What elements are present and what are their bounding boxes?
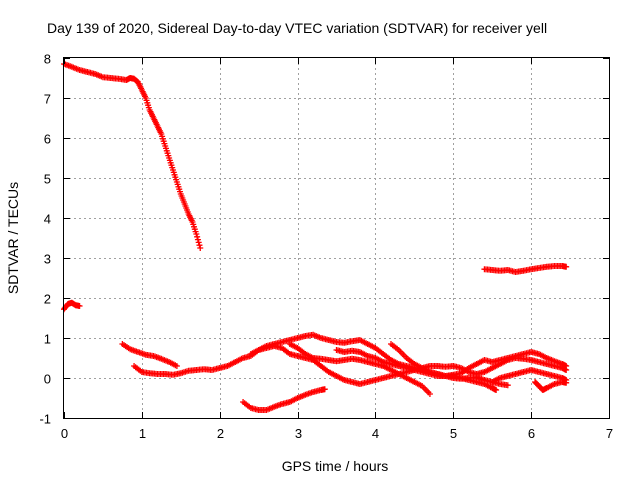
- x-tick-label: 4: [372, 426, 379, 441]
- y-axis-ticks: -1 0 1 2 3 4 5 6 7 8: [39, 52, 609, 427]
- data-point: [563, 363, 570, 369]
- data-point: [493, 387, 500, 393]
- y-tick-label: -1: [39, 412, 51, 427]
- y-tick-label: 6: [44, 132, 51, 147]
- x-tick-label: 7: [606, 426, 613, 441]
- data-point: [504, 382, 511, 389]
- data-point: [194, 233, 201, 240]
- data-point: [563, 263, 570, 270]
- series-arc-h: [286, 341, 433, 397]
- series-arc-b: [61, 299, 83, 313]
- chart-title: Day 139 of 2020, Sidereal Day-to-day VTE…: [47, 20, 547, 36]
- plot-frame: [63, 57, 610, 419]
- x-tick-label: 6: [528, 426, 535, 441]
- y-tick-label: 7: [44, 92, 51, 107]
- data-point: [563, 379, 570, 386]
- series-arc-k: [489, 367, 570, 385]
- series-arc-f: [240, 386, 328, 413]
- x-tick-label: 2: [217, 426, 224, 441]
- x-tick-label: 5: [450, 426, 457, 441]
- series-arc-g: [247, 343, 570, 387]
- series-arc-a: [61, 61, 204, 251]
- data-point: [76, 303, 83, 309]
- data-point: [196, 242, 203, 249]
- series-arc-c: [481, 263, 570, 275]
- y-axis-label: SDTVAR / TECUs: [5, 182, 21, 294]
- data-point: [426, 391, 433, 397]
- y-tick-label: 0: [44, 372, 51, 387]
- data-point: [194, 236, 201, 243]
- series-arc-d: [119, 341, 180, 369]
- x-axis-ticks: 0 1 2 3 4 5 6 7: [61, 58, 613, 441]
- y-tick-label: 8: [44, 52, 51, 67]
- series-arc-l: [532, 379, 570, 393]
- data-point: [197, 245, 204, 251]
- series-arc-j: [388, 341, 500, 393]
- x-axis-label: GPS time / hours: [282, 458, 389, 474]
- x-tick-label: 0: [61, 426, 68, 441]
- data-point: [193, 231, 200, 237]
- y-tick-label: 4: [44, 212, 51, 227]
- y-tick-label: 1: [44, 332, 51, 347]
- x-tick-label: 3: [295, 426, 302, 441]
- y-tick-label: 2: [44, 292, 51, 307]
- y-tick-label: 5: [44, 172, 51, 187]
- data-marks: [61, 61, 570, 413]
- data-point: [173, 363, 180, 369]
- y-tick-label: 3: [44, 252, 51, 267]
- data-point: [321, 386, 328, 393]
- x-tick-label: 1: [139, 426, 146, 441]
- grid: [64, 58, 609, 418]
- data-point: [195, 239, 202, 246]
